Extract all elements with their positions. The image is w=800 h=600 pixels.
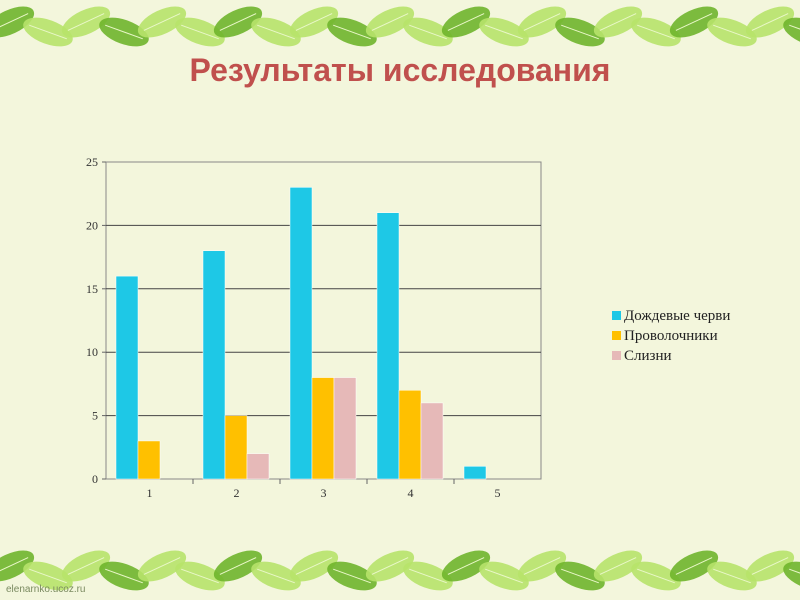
- leaf-vein: [181, 24, 219, 40]
- legend-swatch: [612, 331, 621, 340]
- leaf-vein: [637, 24, 675, 40]
- leaf-vein: [751, 13, 789, 31]
- leaf-vein: [713, 24, 751, 40]
- leaf-vein: [409, 568, 447, 584]
- bar: [463, 466, 487, 480]
- leaf-vein: [561, 568, 599, 584]
- leaf-vein: [67, 13, 105, 31]
- x-tick-label: 4: [408, 486, 414, 500]
- y-tick-label: 15: [86, 282, 98, 296]
- leaf-vein: [371, 13, 409, 31]
- leaf-vein: [105, 568, 143, 584]
- leaf-vein: [333, 24, 371, 40]
- leaf-vein: [789, 24, 800, 40]
- watermark-text: elenarnko.ucoz.ru: [6, 584, 86, 595]
- legend-label: Проволочники: [624, 328, 718, 344]
- bar: [311, 377, 335, 480]
- leaf-vein: [675, 13, 713, 31]
- leaf-vein: [105, 24, 143, 40]
- bar: [137, 440, 161, 480]
- bar: [333, 377, 357, 480]
- leaf-vein: [143, 13, 181, 31]
- leaf-vein: [409, 24, 447, 40]
- legend-swatch: [612, 351, 621, 360]
- y-tick-label: 25: [86, 155, 98, 169]
- leaf-shape: [783, 17, 800, 47]
- y-tick-label: 10: [86, 345, 98, 359]
- bar: [246, 453, 270, 480]
- bar: [398, 389, 422, 480]
- leaf-vein: [561, 24, 599, 40]
- leaf-vein: [0, 557, 29, 575]
- bar: [202, 250, 226, 480]
- leaf-vein: [371, 557, 409, 575]
- leaf-vein: [67, 557, 105, 575]
- leaf-vein: [789, 568, 800, 584]
- bar: [420, 402, 444, 480]
- leaf-vein: [29, 568, 67, 584]
- bar: [289, 187, 313, 480]
- bottom-leaf-border: [0, 550, 800, 591]
- leaf-vein: [29, 24, 67, 40]
- leaf-vein: [713, 568, 751, 584]
- leaf-vein: [599, 557, 637, 575]
- top-leaf-border: [0, 6, 800, 47]
- y-tick-label: 5: [92, 409, 98, 423]
- bar: [376, 212, 400, 480]
- leaf-vein: [637, 568, 675, 584]
- leaf-vein: [675, 557, 713, 575]
- legend-label: Дождевые черви: [624, 308, 730, 324]
- leaf-vein: [257, 568, 295, 584]
- x-tick-label: 5: [495, 486, 501, 500]
- leaf-vein: [143, 557, 181, 575]
- leaf-vein: [257, 24, 295, 40]
- slide-title: Результаты исследования: [189, 52, 611, 88]
- leaf-vein: [295, 557, 333, 575]
- leaf-vein: [523, 557, 561, 575]
- bar: [115, 275, 139, 480]
- leaf-vein: [333, 568, 371, 584]
- bar: [224, 415, 248, 480]
- leaf-vein: [447, 13, 485, 31]
- legend-swatch: [612, 311, 621, 320]
- leaf-vein: [751, 557, 789, 575]
- leaf-vein: [219, 13, 257, 31]
- leaf-vein: [219, 557, 257, 575]
- x-tick-label: 3: [321, 486, 327, 500]
- x-tick-label: 2: [234, 486, 240, 500]
- legend-label: Слизни: [624, 348, 672, 364]
- leaf-vein: [0, 13, 29, 31]
- leaf-vein: [485, 24, 523, 40]
- leaf-vein: [295, 13, 333, 31]
- leaf-shape: [783, 561, 800, 591]
- leaf-vein: [181, 568, 219, 584]
- leaf-vein: [599, 13, 637, 31]
- x-tick-label: 1: [147, 486, 153, 500]
- leaf-vein: [447, 557, 485, 575]
- leaf-vein: [485, 568, 523, 584]
- leaf-vein: [523, 13, 561, 31]
- y-tick-label: 20: [86, 218, 98, 232]
- y-tick-label: 0: [92, 472, 98, 486]
